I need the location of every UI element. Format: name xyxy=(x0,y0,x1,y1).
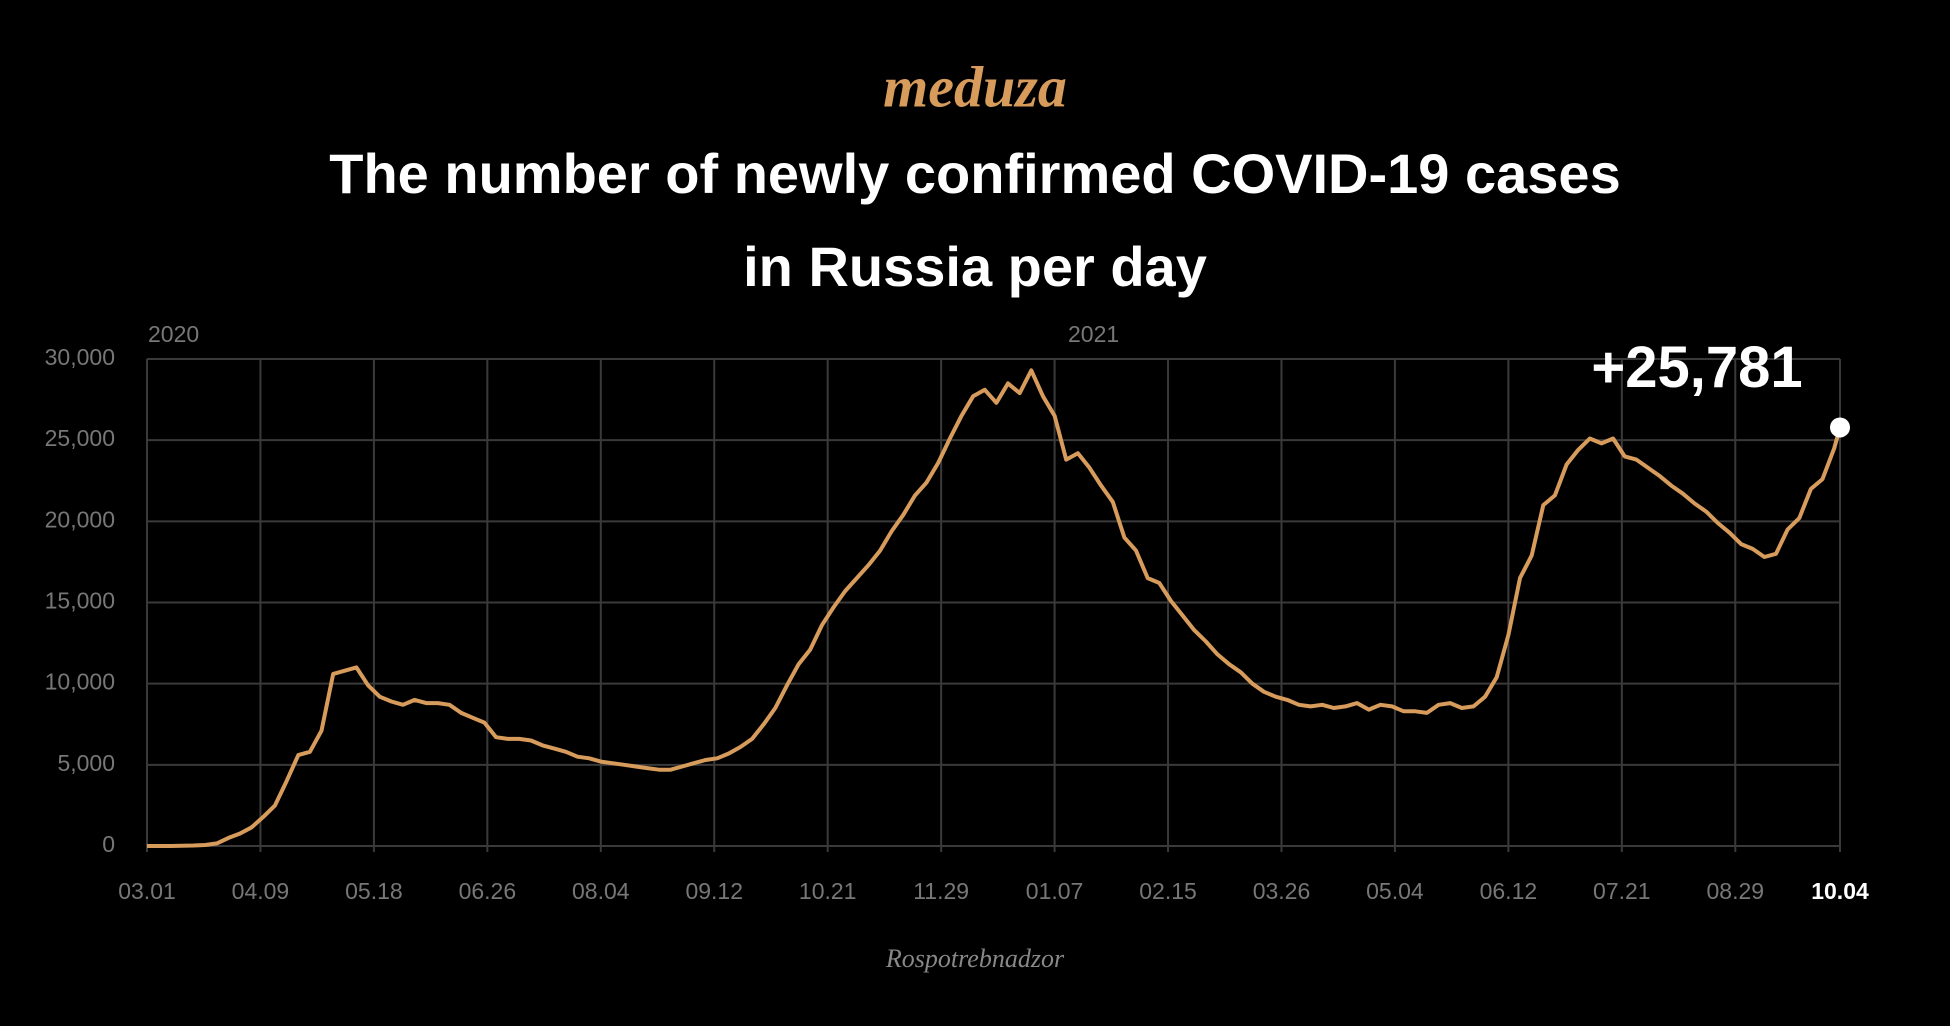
logo: meduza xyxy=(883,54,1067,119)
y-tick-label: 0 xyxy=(102,831,115,857)
last-point xyxy=(1830,417,1850,438)
x-tick-label: 03.26 xyxy=(1253,878,1311,904)
year-label: 2021 xyxy=(1068,321,1119,347)
y-tick-label: 15,000 xyxy=(45,588,115,614)
y-tick-label: 30,000 xyxy=(45,344,115,370)
x-tick-label: 04.09 xyxy=(232,878,290,904)
year-label: 2020 xyxy=(148,321,199,347)
x-tick-label: 06.12 xyxy=(1480,878,1538,904)
x-tick-label: 06.26 xyxy=(459,878,517,904)
chart-title: The number of newly confirmed COVID-19 c… xyxy=(329,142,1620,205)
x-tick-label: 05.04 xyxy=(1366,878,1424,904)
y-tick-label: 20,000 xyxy=(45,506,115,532)
x-tick-label: 11.29 xyxy=(913,878,969,904)
data-line xyxy=(147,368,1842,848)
x-tick-label: 03.01 xyxy=(118,878,176,904)
x-tick-label: 02.15 xyxy=(1139,878,1197,904)
x-tick-label: 10.21 xyxy=(799,878,857,904)
x-tick-label: 09.12 xyxy=(685,878,743,904)
x-tick-label: 01.07 xyxy=(1026,878,1084,904)
highlight-label: +25,781 xyxy=(1591,335,1802,400)
source: Rospotrebnadzor xyxy=(885,944,1065,973)
x-tick-label: 05.18 xyxy=(345,878,403,904)
y-tick-label: 25,000 xyxy=(45,425,115,451)
y-tick-label: 5,000 xyxy=(57,750,115,776)
x-tick-label: 07.21 xyxy=(1593,878,1651,904)
x-tick-label: 08.29 xyxy=(1706,878,1764,904)
x-tick-label: 10.04 xyxy=(1811,878,1869,904)
x-tick-label: 08.04 xyxy=(572,878,630,904)
chart-title: in Russia per day xyxy=(743,235,1207,298)
y-tick-label: 10,000 xyxy=(45,669,115,695)
